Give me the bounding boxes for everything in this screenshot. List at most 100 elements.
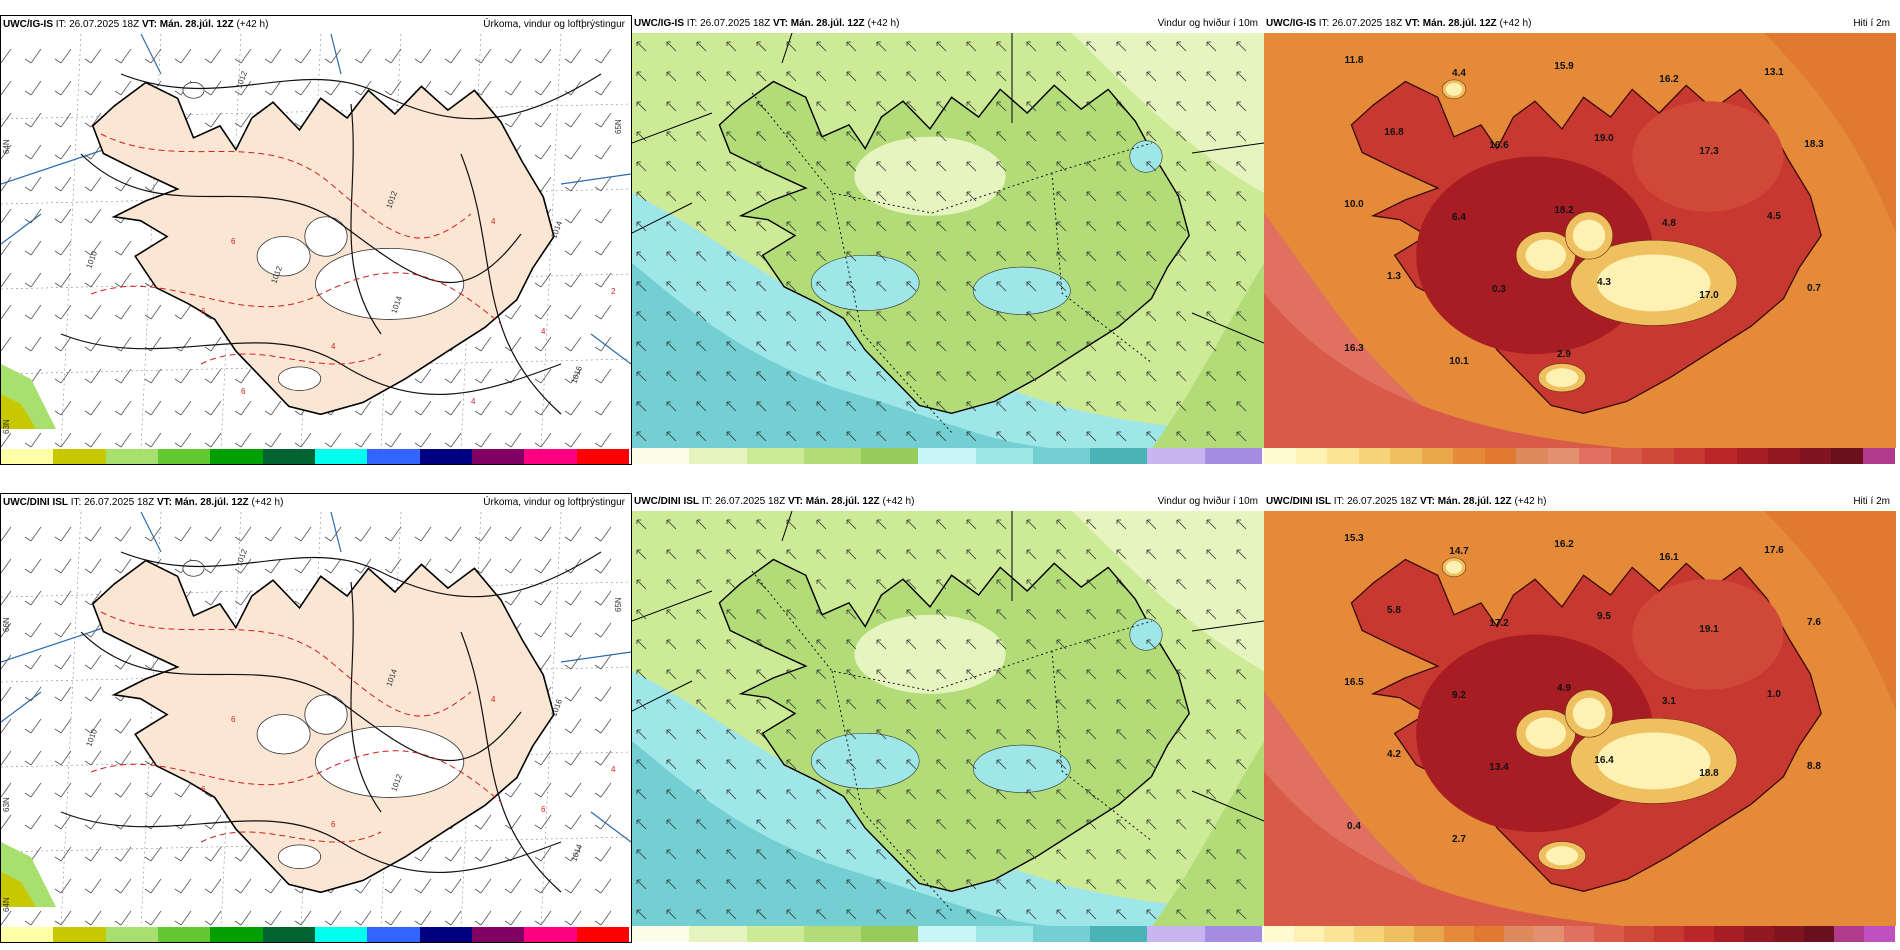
temp-value-label: 4.8 — [1662, 218, 1676, 229]
colorbar-swatch — [158, 927, 211, 942]
temp-value-label: 16.6 — [1489, 140, 1509, 151]
colorbar-swatch — [576, 927, 630, 942]
temp-value-label: 17.0 — [1699, 290, 1719, 301]
colorbar-swatch — [1610, 448, 1643, 464]
colorbar-swatch — [1705, 448, 1737, 464]
colorbar-swatch — [1090, 448, 1148, 464]
colorbar-swatch — [1204, 926, 1263, 942]
temp-value-label: 1.3 — [1387, 271, 1401, 282]
colorbar-swatch — [1516, 448, 1548, 464]
colorbar-swatch — [1834, 926, 1865, 942]
temp-value-label: 17.3 — [1699, 146, 1719, 157]
lead-time: (+42 h) — [236, 19, 269, 30]
temp-contour-label: 6 — [241, 387, 246, 396]
temp-value-label: 3.1 — [1662, 696, 1676, 707]
temp-contour-label: 6 — [201, 307, 206, 316]
temp-value-label: 4.5 — [1767, 211, 1781, 222]
colorbar-swatch — [210, 927, 264, 942]
colorbar-swatch — [315, 449, 368, 464]
colorbar-swatch — [975, 448, 1034, 464]
colorbar-swatch — [1444, 926, 1475, 942]
temp-value-label: 6.4 — [1452, 212, 1466, 223]
model-name: UWC/DINI ISL — [1266, 496, 1331, 507]
temp-map: 11.8 4.4 15.9 16.2 13.1 16.8 16.6 19.0 17.3 18.3 1… — [1264, 33, 1896, 448]
colorbar-swatch — [524, 449, 578, 464]
colorbar-swatch — [1504, 926, 1535, 942]
temp-panel-top: UWC/IG-IS IT: 26.07.2025 18Z VT: Mán. 28… — [1264, 15, 1896, 465]
lead-time: (+42 h) — [1499, 18, 1532, 29]
colorbar-swatch — [1354, 926, 1385, 942]
temp-value-label: 18.2 — [1554, 205, 1574, 216]
valid-time: VT: Mán. 28.júl. 12Z — [787, 496, 880, 507]
colorbar-swatch — [632, 926, 690, 942]
colorbar-swatch — [262, 927, 316, 942]
model-name: UWC/IG-IS — [1266, 18, 1316, 29]
temp-value-label: 16.2 — [1554, 539, 1574, 550]
colorbar-swatch — [315, 927, 368, 942]
panel-title: Hiti í 2m — [1853, 18, 1890, 29]
colorbar-swatch — [1862, 448, 1895, 464]
temp-value-label: 13.1 — [1764, 67, 1784, 78]
valid-time: VT: Mán. 28.júl. 12Z — [141, 19, 234, 30]
temp-value-label: 16.2 — [1659, 74, 1679, 85]
colorbar-swatch — [1744, 926, 1775, 942]
colorbar-swatch — [1295, 448, 1328, 464]
temp-contour-label: 4 — [331, 342, 336, 351]
temp-contour-label: 4 — [611, 765, 616, 774]
colorbar-swatch — [689, 448, 748, 464]
colorbar-swatch — [1547, 448, 1580, 464]
valid-time: VT: Mán. 28.júl. 12Z — [772, 18, 865, 29]
lead-time: (+42 h) — [1514, 496, 1547, 507]
valid-time: VT: Mán. 28.júl. 12Z — [156, 497, 249, 508]
temp-contour-label: 6 — [541, 805, 546, 814]
colorbar-swatch — [1714, 926, 1745, 942]
colorbar-swatch — [1421, 448, 1454, 464]
precip-panel-bottom: UWC/DINI ISL IT: 26.07.2025 18Z VT: Mán.… — [0, 493, 632, 943]
precip-map: 1012 1014 1012 1010 1016 1014 6 6 6 4 6 4 66N 65N 64N 6… — [1, 512, 631, 927]
colorbar-swatch — [746, 926, 805, 942]
colorbar-swatch — [472, 927, 525, 942]
temp-value-label: 2.9 — [1557, 349, 1571, 360]
colorbar-swatch — [1032, 448, 1091, 464]
colorbar-swatch — [803, 448, 862, 464]
latitude-label: 66N — [2, 617, 11, 632]
colorbar-swatch — [975, 926, 1034, 942]
panel-title: Hiti í 2m — [1853, 496, 1890, 507]
colorbar-swatch — [1204, 448, 1263, 464]
temp-value-label: 0.7 — [1807, 283, 1821, 294]
colorbar-swatch — [1564, 926, 1595, 942]
colorbar-swatch — [1453, 448, 1485, 464]
latitude-label: 65N — [614, 597, 623, 612]
panel-title: Vindur og hviður í 10m — [1157, 18, 1258, 29]
colorbar-swatch — [419, 449, 473, 464]
temp-map: 15.3 14.7 16.2 16.1 17.6 5.8 17.2 9.5 19.1 7.6 16.… — [1264, 511, 1896, 926]
colorbar-swatch — [1414, 926, 1445, 942]
temp-value-label: 17.2 — [1489, 618, 1509, 629]
colorbar-swatch — [1384, 926, 1415, 942]
temp-value-label: 14.7 — [1449, 546, 1469, 557]
temp-value-label: 0.4 — [1347, 821, 1361, 832]
temp-contour-label: 4 — [491, 695, 496, 704]
colorbar-swatch — [1, 927, 54, 942]
temp-value-label: 10.0 — [1344, 199, 1364, 210]
wind-map — [632, 511, 1264, 926]
lead-time: (+42 h) — [882, 496, 915, 507]
colorbar-swatch — [1484, 448, 1517, 464]
precip-panel-top: UWC/IG-IS IT: 26.07.2025 18Z VT: Mán. 28… — [0, 15, 632, 465]
temp-value-label: 19.0 — [1594, 133, 1614, 144]
lead-time: (+42 h) — [251, 497, 284, 508]
colorbar-swatch — [419, 927, 473, 942]
panel-title: Úrkoma, vindur og loftþrýstingur — [483, 497, 625, 508]
temp-value-label: 18.8 — [1699, 768, 1719, 779]
colorbar-swatch — [1684, 926, 1715, 942]
colorbar-swatch — [262, 449, 316, 464]
wind-panel-bottom: UWC/DINI ISL IT: 26.07.2025 18Z VT: Mán.… — [632, 493, 1264, 943]
init-time: IT: 26.07.2025 18Z — [1318, 18, 1403, 29]
latitude-label: 63N — [2, 419, 11, 434]
colorbar-swatch — [1358, 448, 1391, 464]
colorbar-swatch — [1294, 926, 1325, 942]
latitude-label: 65N — [614, 119, 623, 134]
init-time: IT: 26.07.2025 18Z — [1333, 496, 1418, 507]
temp-value-label: 17.6 — [1764, 545, 1784, 556]
lead-time: (+42 h) — [867, 18, 900, 29]
